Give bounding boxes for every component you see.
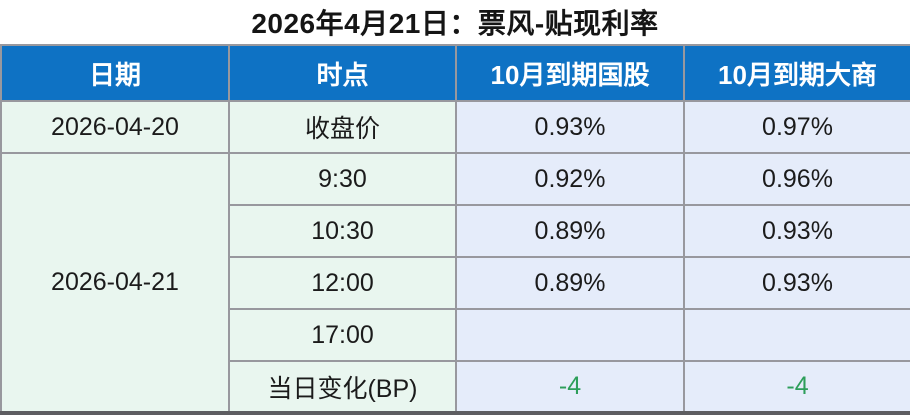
- table-row-1030: 10:30 0.89% 0.93%: [1, 204, 910, 258]
- cell-dashang-rate: 0.93%: [683, 204, 910, 258]
- cell-guogu-rate: 0.89%: [455, 256, 685, 310]
- cell-dashang-rate: 0.96%: [683, 152, 910, 206]
- cell-time: 9:30: [228, 152, 457, 206]
- rates-table: 日期 时点 10月到期国股 10月到期大商 2026-04-20 收盘价 0.9…: [0, 44, 910, 415]
- cell-guogu-change: -4: [455, 360, 685, 414]
- table-row-close: 2026-04-20 收盘价 0.93% 0.97%: [0, 100, 910, 154]
- cell-time: 收盘价: [228, 100, 457, 154]
- cell-dashang-rate: [683, 308, 910, 362]
- cell-dashang-rate: 0.97%: [683, 100, 910, 154]
- cell-guogu-rate: 0.89%: [455, 204, 685, 258]
- cell-date: 2026-04-20: [0, 100, 230, 154]
- table-row-1700: 17:00: [1, 308, 910, 362]
- cell-change-label: 当日变化(BP): [228, 360, 457, 414]
- table-row-0930: 2026-04-21 9:30 0.92% 0.96%: [0, 152, 910, 414]
- col-header-date: 日期: [0, 44, 230, 102]
- cell-guogu-rate: 0.93%: [455, 100, 685, 154]
- cell-dashang-change: -4: [683, 360, 910, 414]
- cell-time: 12:00: [228, 256, 457, 310]
- col-header-guogu: 10月到期国股: [455, 44, 685, 102]
- cell-guogu-rate: [455, 308, 685, 362]
- table-row-daily-change: 当日变化(BP) -4 -4: [1, 360, 910, 414]
- cell-time: 17:00: [228, 308, 457, 362]
- col-header-time: 时点: [228, 44, 457, 102]
- table-row-1200: 12:00 0.89% 0.93%: [1, 256, 910, 310]
- cell-guogu-rate: 0.92%: [455, 152, 685, 206]
- page-title: 2026年4月21日：票风-贴现利率: [251, 8, 659, 39]
- cell-date-merged: 2026-04-21: [0, 152, 230, 414]
- cell-time: 10:30: [228, 204, 457, 258]
- col-header-dashang: 10月到期大商: [683, 44, 910, 102]
- cell-dashang-rate: 0.93%: [683, 256, 910, 310]
- header-row: 日期 时点 10月到期国股 10月到期大商: [0, 44, 910, 102]
